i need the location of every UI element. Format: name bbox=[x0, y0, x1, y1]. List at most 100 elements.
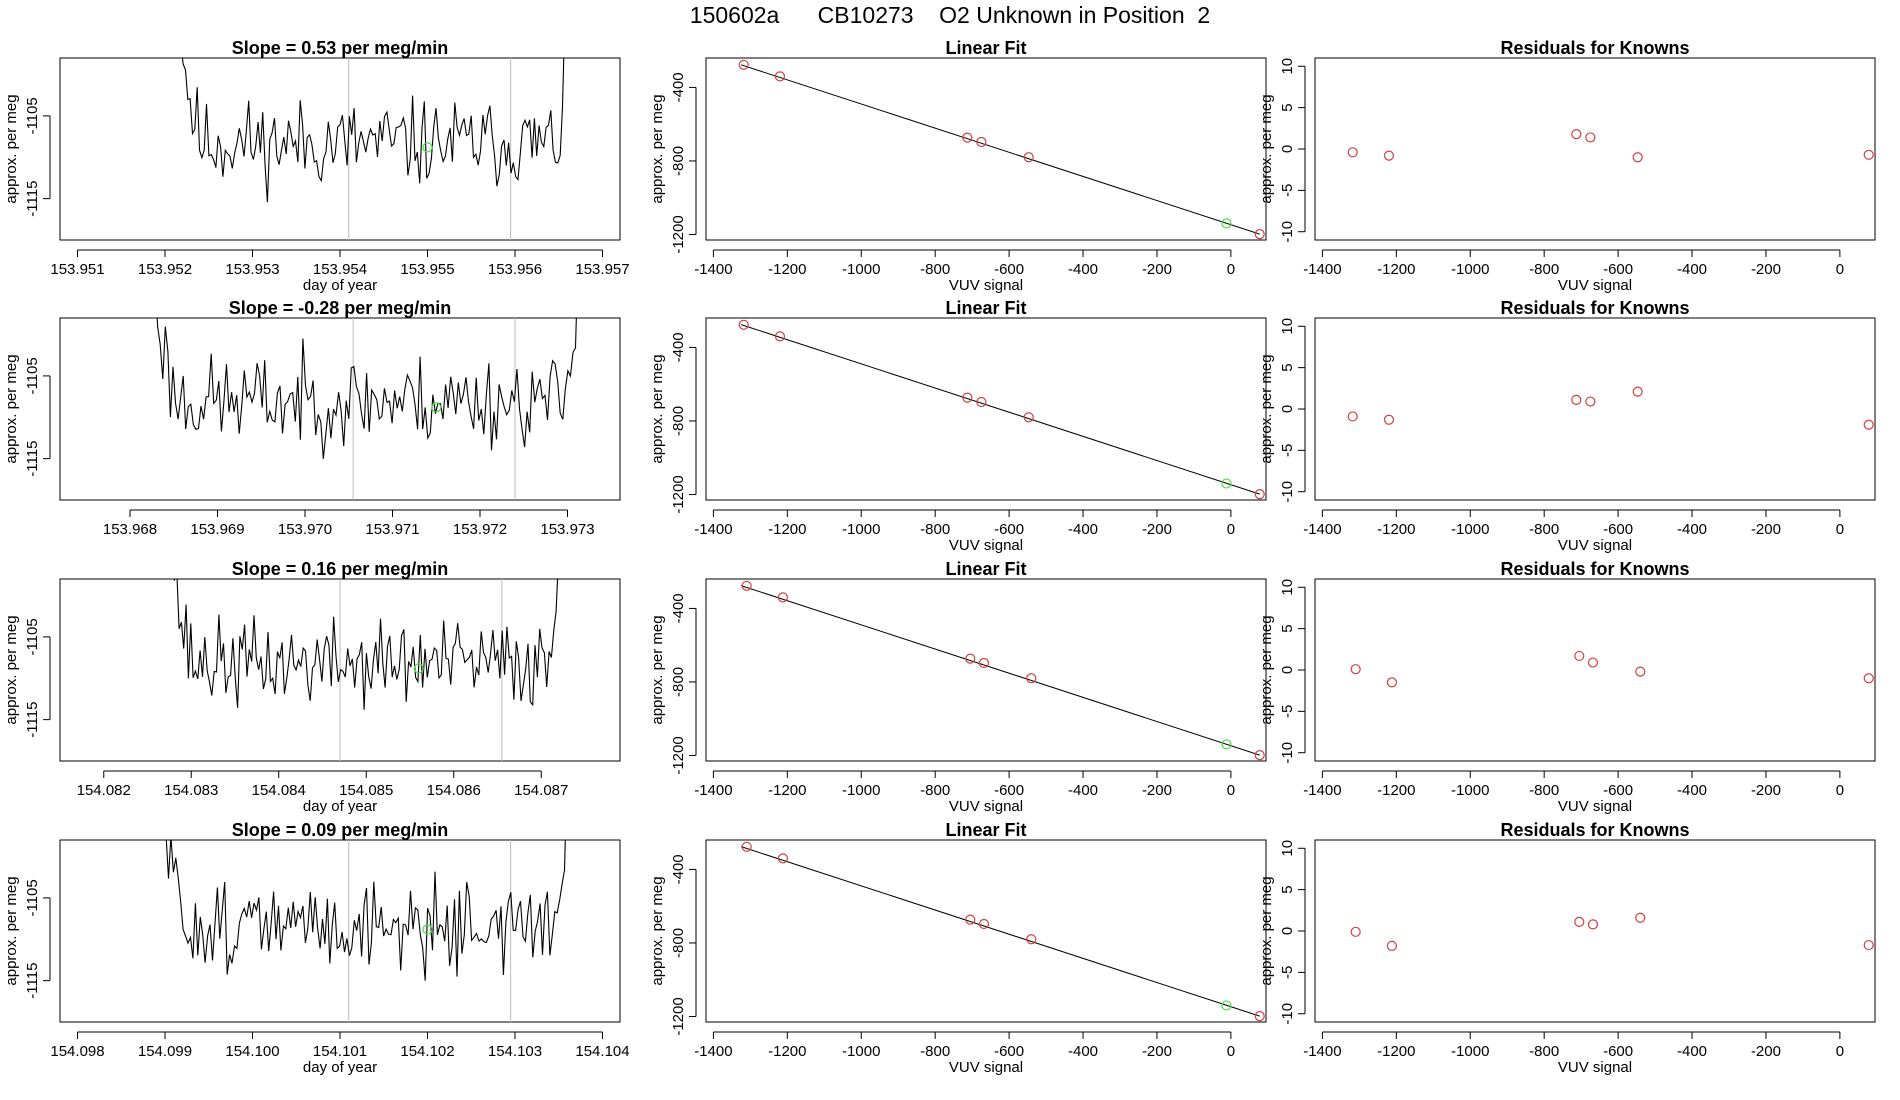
row1-linear-fit-data bbox=[738, 59, 1265, 240]
row1-residuals-panel: Residuals for Knowns-1400 -1200 -1000 -800-… bbox=[1258, 38, 1876, 294]
row4-residuals-x-tick-label: -1200 bbox=[1377, 1043, 1415, 1060]
row1-linear-fit-known-point bbox=[738, 59, 749, 70]
row1-time-series-x-tick-label: 153.957 bbox=[575, 261, 629, 278]
row4-linear-fit-plot-frame bbox=[705, 839, 1267, 1023]
row4-time-series-y-tick-label: -1105 bbox=[24, 879, 41, 916]
row3-time-series-x-tick-label: 154.086 bbox=[427, 782, 481, 799]
row1-residuals-x-tick-label: -1000 bbox=[1451, 261, 1489, 278]
row1-time-series-data bbox=[181, 58, 565, 240]
row4-linear-fit-x-tick-label: -200 bbox=[1142, 1043, 1172, 1060]
row2-residuals-x-tick-label: -1200 bbox=[1377, 521, 1415, 538]
row3-linear-fit-data bbox=[740, 580, 1265, 761]
row2-linear-fit-fit-line bbox=[740, 324, 1260, 495]
row1-time-series-x-tick-label: 153.954 bbox=[313, 261, 367, 278]
row2-residuals-residual-point bbox=[1863, 419, 1874, 430]
row1-time-series-x-tick-label: 153.953 bbox=[225, 261, 279, 278]
row4-linear-fit-x-tick-label: 0 bbox=[1227, 1043, 1235, 1060]
row1-linear-fit-x-axis-label: VUV signal bbox=[949, 277, 1023, 294]
row1-residuals-data bbox=[1347, 129, 1874, 163]
row2-residuals-y-tick-label: -10 bbox=[1279, 481, 1296, 503]
row4-time-series-y-axis-label: approx. per meg bbox=[3, 876, 20, 985]
row3-linear-fit-y-axis-label: approx. per meg bbox=[649, 615, 666, 724]
row4-linear-fit-known-point bbox=[741, 841, 752, 852]
row1-time-series-x-tick-label: 153.952 bbox=[138, 261, 192, 278]
row4-time-series-x-axis-label: day of year bbox=[303, 1059, 377, 1076]
row2-residuals-x-tick-label: 0 bbox=[1836, 521, 1844, 538]
row2-linear-fit-x-axis-label: VUV signal bbox=[949, 537, 1023, 554]
row4-residuals-y-tick-label: 5 bbox=[1279, 885, 1296, 893]
row4-time-series-x-tick-label: 154.104 bbox=[575, 1043, 629, 1060]
row4-linear-fit-x-tick-label: -1400 bbox=[694, 1043, 732, 1060]
row3-residuals-x-tick-label: -400 bbox=[1677, 782, 1707, 799]
row3-residuals-residual-point bbox=[1587, 657, 1599, 668]
row4-linear-fit-unknown-point bbox=[1221, 1000, 1232, 1011]
row1-residuals-residual-point bbox=[1585, 132, 1596, 143]
row4-time-series-x-tick-label: 154.101 bbox=[313, 1043, 367, 1060]
row3-residuals-x-tick-label: 0 bbox=[1836, 782, 1844, 799]
row2-residuals-plot-frame bbox=[1314, 317, 1876, 501]
row1-linear-fit-y-tick-label: -800 bbox=[670, 146, 687, 176]
row1-linear-fit-y-tick-label: -1200 bbox=[670, 215, 687, 253]
row2-time-series-x-tick-label: 153.969 bbox=[190, 521, 244, 538]
row3-linear-fit-x-tick-label: -1200 bbox=[768, 782, 806, 799]
row4-time-series-x-tick-label: 154.103 bbox=[488, 1043, 542, 1060]
row3-residuals-x-tick-label: -800 bbox=[1529, 782, 1559, 799]
row2-residuals-residual-point bbox=[1585, 396, 1596, 407]
row2-time-series-y-tick-label: -1105 bbox=[24, 357, 41, 394]
row3-time-series-y-tick-label: -1105 bbox=[24, 618, 41, 655]
row1-residuals-title: Residuals for Knowns bbox=[1500, 38, 1689, 58]
row4-residuals-residual-point bbox=[1587, 919, 1599, 930]
row2-time-series-data bbox=[156, 318, 577, 500]
row4-linear-fit-x-tick-label: -800 bbox=[920, 1043, 950, 1060]
row3-residuals-x-tick-label: -200 bbox=[1751, 782, 1781, 799]
row3-residuals-y-tick-label: 10 bbox=[1279, 579, 1296, 596]
row1-time-series-trace-line bbox=[181, 58, 565, 203]
row3-residuals-title: Residuals for Knowns bbox=[1500, 559, 1689, 579]
row3-time-series-y-axis-label: approx. per meg bbox=[3, 615, 20, 724]
row2-linear-fit-x-tick-label: 0 bbox=[1227, 521, 1235, 538]
row4-time-series-y-tick-label: -1115 bbox=[24, 963, 41, 999]
row2-time-series-unknown-marker bbox=[431, 402, 442, 413]
row4-residuals-x-tick-label: -400 bbox=[1677, 1043, 1707, 1060]
row3-linear-fit-known-point bbox=[965, 653, 976, 664]
row2-linear-fit-known-point bbox=[962, 392, 973, 403]
row2-residuals-y-tick-label: 0 bbox=[1279, 405, 1296, 413]
row1-linear-fit-title: Linear Fit bbox=[945, 38, 1026, 58]
row1-residuals-residual-point bbox=[1632, 152, 1643, 163]
row3-linear-fit-y-tick-label: -800 bbox=[670, 667, 687, 697]
row1-residuals-x-tick-label: -1200 bbox=[1377, 261, 1415, 278]
row4-residuals-panel: Residuals for Knowns-1400 -1200 -1000 -800-… bbox=[1258, 820, 1876, 1076]
row4-residuals-x-axis-label: VUV signal bbox=[1558, 1059, 1632, 1076]
row1-residuals-residual-point bbox=[1383, 150, 1395, 161]
row4-residuals-y-tick-label: 10 bbox=[1279, 840, 1296, 857]
row2-residuals-x-tick-label: -200 bbox=[1751, 521, 1781, 538]
row3-residuals-data bbox=[1350, 650, 1874, 688]
row3-residuals-x-tick-label: -600 bbox=[1603, 782, 1633, 799]
row2-linear-fit-x-tick-label: -1400 bbox=[694, 521, 732, 538]
row4-residuals-x-tick-label: -1400 bbox=[1303, 1043, 1341, 1060]
row4-linear-fit-x-tick-label: -600 bbox=[994, 1043, 1024, 1060]
row3-linear-fit-x-tick-label: -600 bbox=[994, 782, 1024, 799]
row3-linear-fit-x-tick-label: -200 bbox=[1142, 782, 1172, 799]
row3-time-series-title: Slope = 0.16 per meg/min bbox=[232, 559, 449, 579]
row4-linear-fit-known-point bbox=[978, 918, 990, 930]
row4-linear-fit-x-axis-label: VUV signal bbox=[949, 1059, 1023, 1076]
row1-time-series-x-tick-label: 153.956 bbox=[488, 261, 542, 278]
row3-residuals-residual-point bbox=[1863, 673, 1874, 684]
row2-residuals-residual-point bbox=[1632, 386, 1643, 397]
row4-residuals-x-tick-label: -600 bbox=[1603, 1043, 1633, 1060]
row1-residuals-x-tick-label: -200 bbox=[1751, 261, 1781, 278]
row3-residuals-y-tick-label: -10 bbox=[1279, 742, 1296, 764]
row4-linear-fit-title: Linear Fit bbox=[945, 820, 1026, 840]
row3-residuals-y-tick-label: 0 bbox=[1279, 666, 1296, 674]
row2-residuals-x-axis-label: VUV signal bbox=[1558, 537, 1632, 554]
row4-time-series-x-tick-label: 154.102 bbox=[400, 1043, 454, 1060]
row3-time-series-x-tick-label: 154.083 bbox=[164, 782, 218, 799]
row4-linear-fit-y-tick-label: -800 bbox=[670, 928, 687, 958]
row1-residuals-y-axis-label: approx. per meg bbox=[1258, 94, 1275, 203]
row1-time-series-x-tick-label: 153.951 bbox=[50, 261, 104, 278]
row3-linear-fit-x-tick-label: -800 bbox=[920, 782, 950, 799]
row2-residuals-title: Residuals for Knowns bbox=[1500, 298, 1689, 318]
row2-residuals-y-tick-label: 10 bbox=[1279, 318, 1296, 335]
